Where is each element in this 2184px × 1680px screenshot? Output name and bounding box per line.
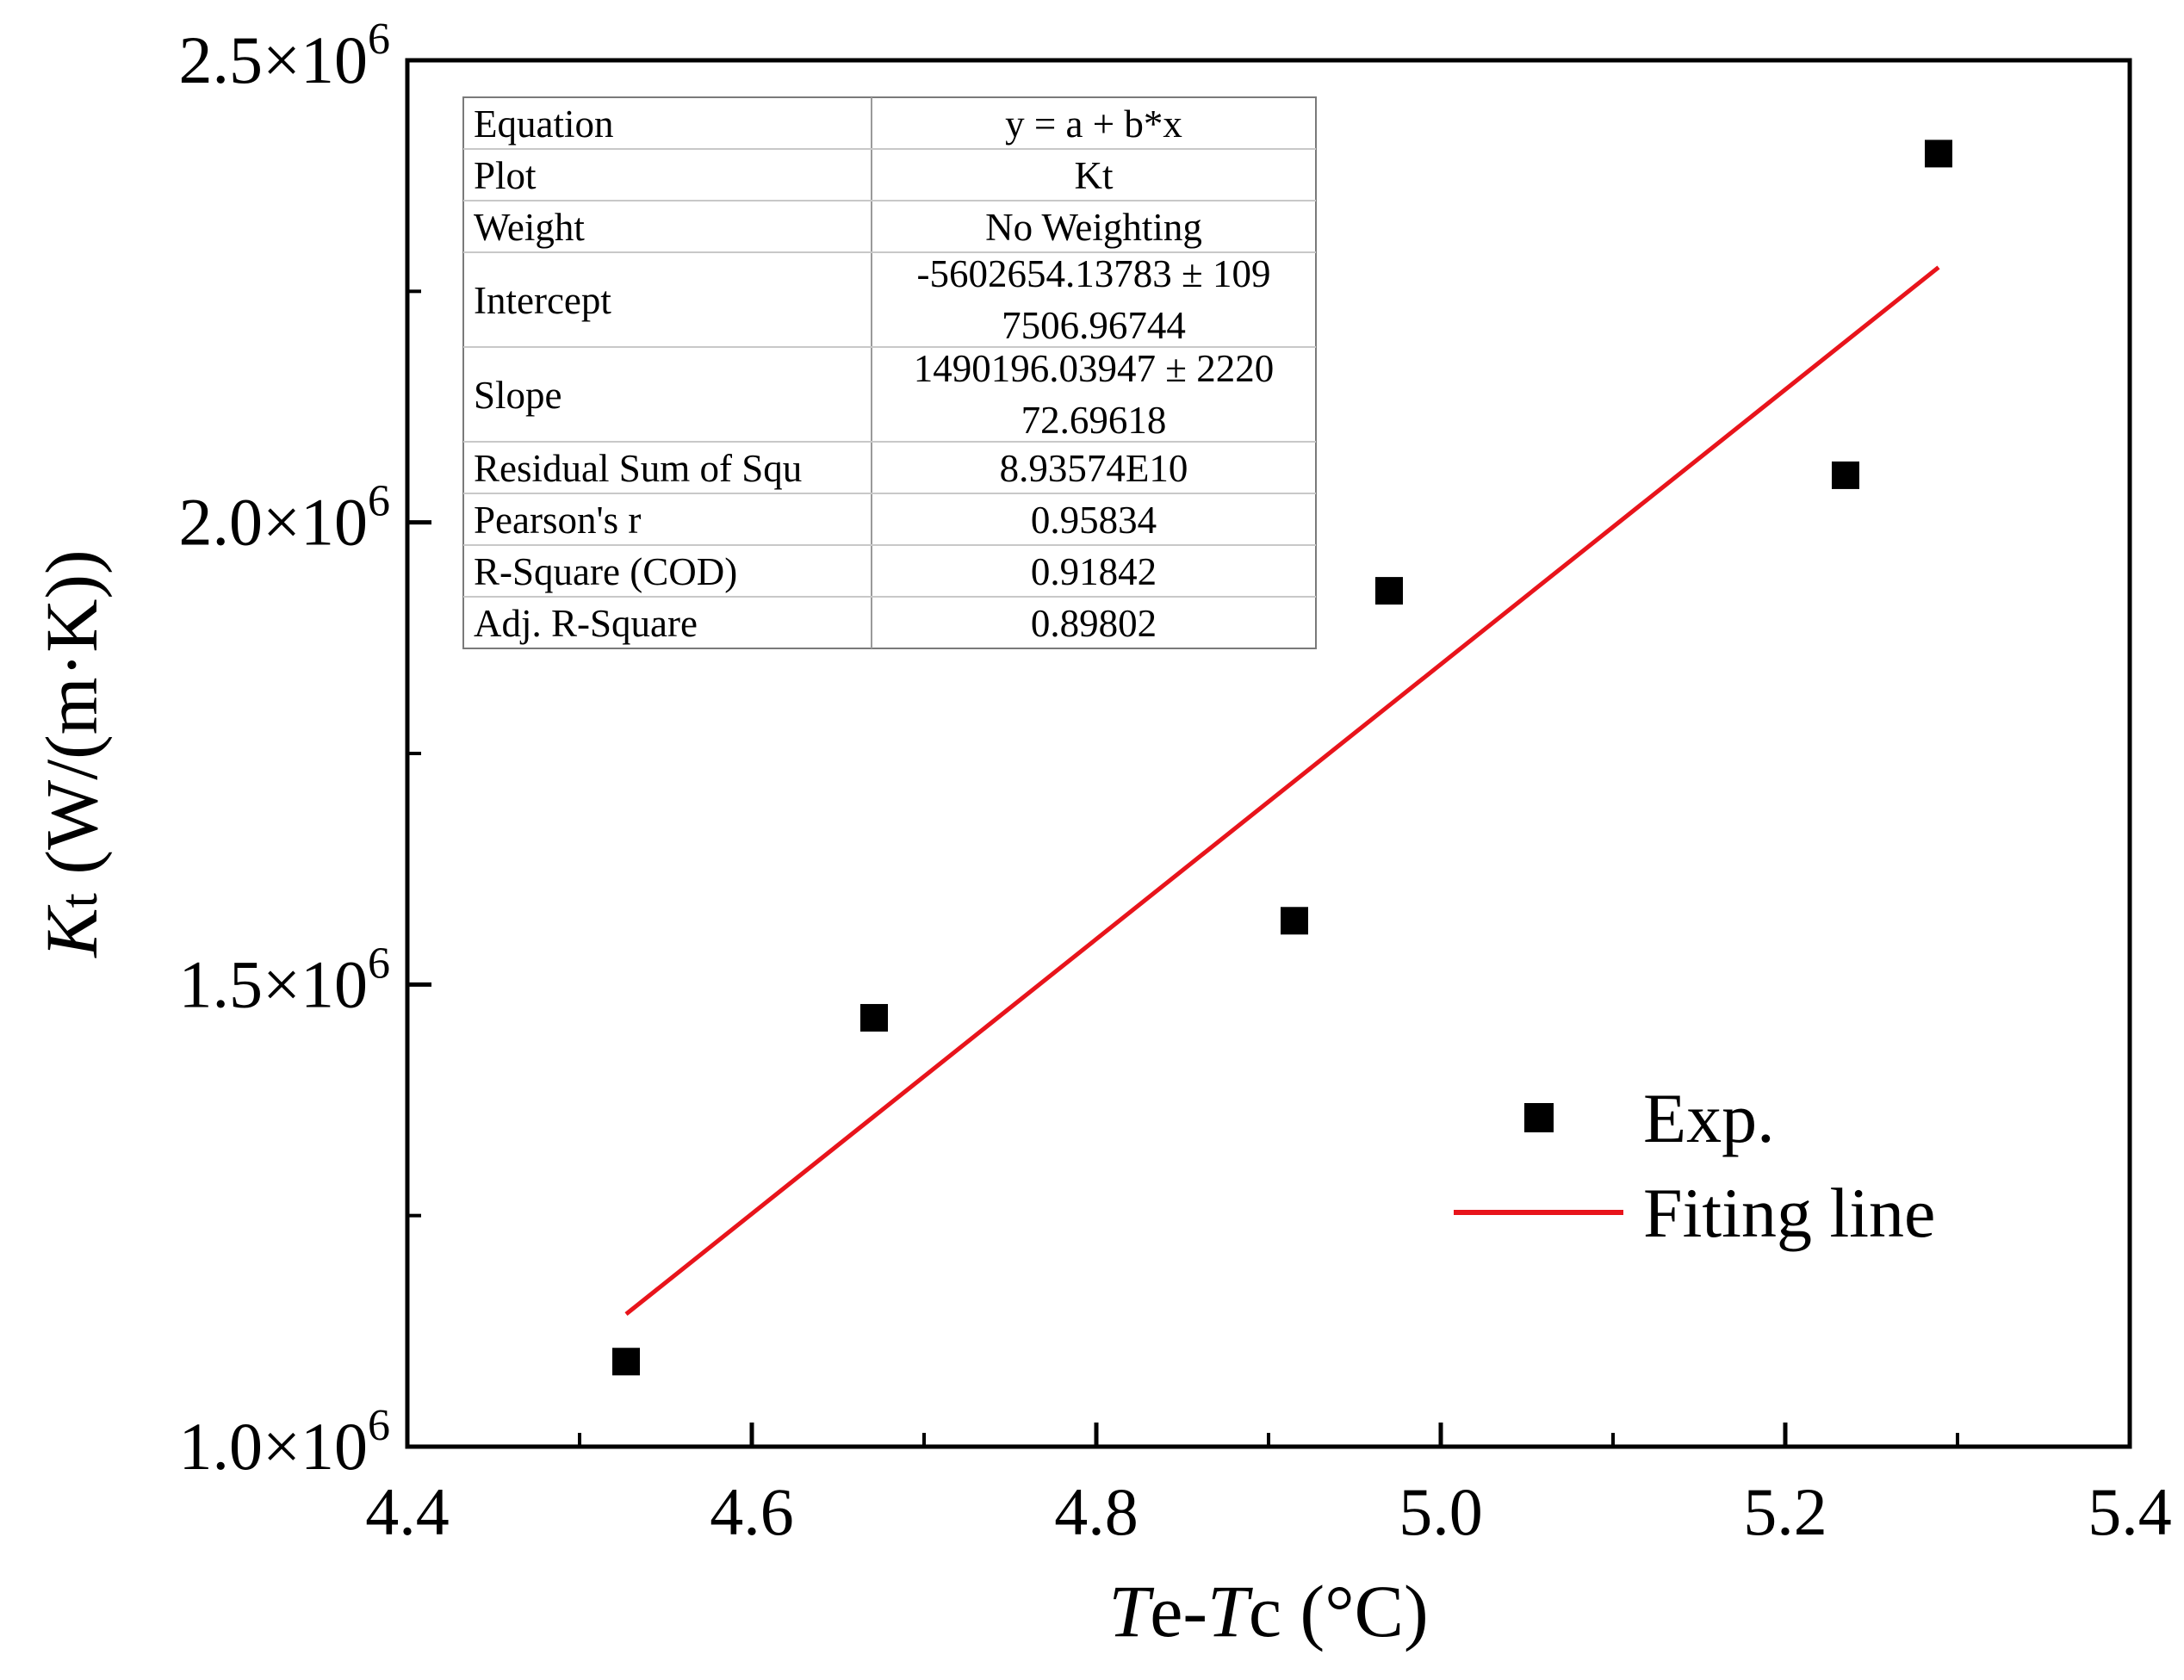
legend-label: Exp. (1643, 1079, 1775, 1157)
y-axis-title-part: (W/(m·K)) (30, 549, 113, 893)
y-tick-mantissa: 2.5 (179, 22, 264, 97)
data-point (1832, 461, 1859, 489)
data-point (1925, 139, 1952, 168)
stats-table-label: Residual Sum of Squ (474, 447, 802, 490)
y-tick-label: 1.5×106 (179, 939, 391, 1021)
data-point (612, 1348, 640, 1376)
x-tick-label: 5.4 (2088, 1474, 2172, 1549)
stats-table-label: Weight (474, 206, 585, 249)
y-tick-times: ×10 (263, 946, 368, 1021)
stats-table-label: Pearson's r (474, 499, 641, 542)
stats-table-value-line: 1490196.03947 ± 2220 (914, 347, 1274, 390)
stats-table-value: 0.91842 (1031, 550, 1157, 593)
legend: Exp. Fiting line (1454, 1079, 1935, 1252)
stats-table-label: Plot (474, 154, 537, 197)
data-point (1375, 577, 1403, 605)
y-tick-times: ×10 (263, 485, 368, 560)
y-axis-title: Kt (W/(m·K)) (30, 549, 113, 958)
stats-table-value: No Weighting (985, 206, 1202, 249)
x-axis-title-part: T (1108, 1570, 1154, 1652)
y-axis-title-part: t (50, 893, 109, 908)
x-tick-label: 5.2 (1743, 1474, 1827, 1549)
y-axis-title-part: K (30, 904, 113, 959)
stats-table-value: 0.95834 (1031, 499, 1157, 542)
stats-table-label: Equation (474, 102, 613, 146)
x-axis-title-part: T (1207, 1570, 1253, 1652)
stats-table-label: Intercept (474, 279, 611, 322)
y-tick-times: ×10 (263, 22, 368, 97)
stats-table-value: y = a + b*x (1005, 102, 1182, 146)
y-tick-times: ×10 (263, 1409, 368, 1484)
stats-table-frame (462, 96, 1317, 649)
stats-table-label: R-Square (COD) (474, 550, 737, 593)
data-point (860, 1003, 888, 1032)
y-tick-exponent: 6 (368, 939, 390, 988)
x-tick-label: 4.6 (710, 1474, 794, 1549)
stats-table-label: Slope (474, 374, 562, 417)
x-tick-label: 4.8 (1054, 1474, 1139, 1549)
legend-label: Fiting line (1643, 1174, 1935, 1252)
y-tick-exponent: 6 (368, 1401, 390, 1450)
stats-table-value-line: -5602654.13783 ± 109 (917, 252, 1271, 295)
y-tick-label: 2.0×106 (179, 477, 391, 560)
y-tick-label: 2.5×106 (179, 15, 391, 97)
stats-table-value-line: 72.69618 (1021, 399, 1167, 442)
stats-table-value: 8.93574E10 (1000, 447, 1188, 490)
data-point (1281, 907, 1308, 935)
x-axis-title-part: c (°C) (1249, 1570, 1429, 1652)
y-tick-mantissa: 2.0 (179, 485, 264, 560)
stats-table: Equation y = a + b*x Plot Kt Weight No Weight… (462, 96, 1317, 649)
plot-area (612, 139, 1952, 1376)
stats-table-value-line: 7506.96744 (1002, 304, 1186, 347)
x-tick-label: 5.0 (1399, 1474, 1483, 1549)
y-tick-mantissa: 1.5 (179, 946, 264, 1021)
y-tick-exponent: 6 (368, 15, 390, 64)
stats-table-value: 0.89802 (1031, 602, 1157, 645)
stats-table-label: Adj. R-Square (474, 602, 698, 645)
x-axis-title-part: e- (1150, 1570, 1207, 1652)
y-tick-exponent: 6 (368, 477, 390, 526)
legend-marker-square (1524, 1103, 1554, 1132)
y-tick-mantissa: 1.0 (179, 1409, 264, 1484)
x-tick-label: 4.4 (365, 1474, 450, 1549)
fit-line (624, 265, 1940, 1317)
x-axis-title: Te-Tc (°C) (1108, 1570, 1428, 1652)
y-tick-label: 1.0×106 (179, 1401, 391, 1484)
stats-table-value: Kt (1075, 154, 1114, 197)
